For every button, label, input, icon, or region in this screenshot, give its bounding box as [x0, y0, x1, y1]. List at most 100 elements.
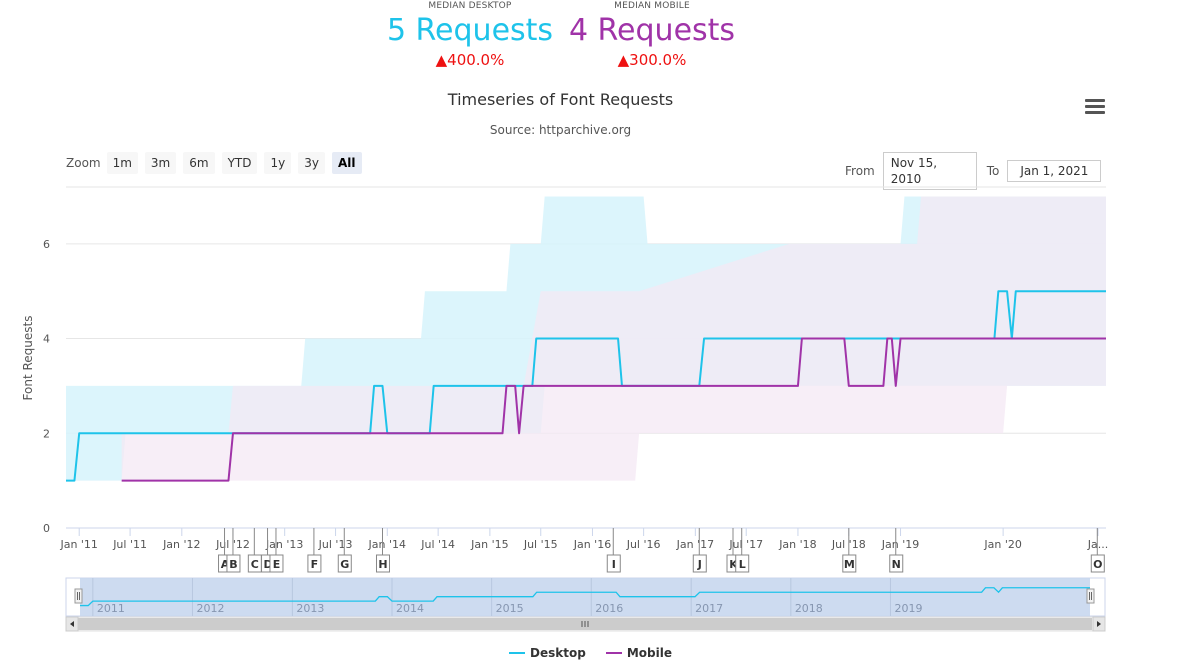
flag-box	[692, 554, 707, 573]
x-tick-label: Jul '11	[112, 538, 147, 551]
x-tick-label: Jan '19	[881, 538, 919, 551]
navigator-series-line	[80, 587, 1090, 607]
flag-label-h: H	[378, 558, 387, 571]
flag-label-o: O	[1093, 558, 1102, 571]
handle-box	[74, 588, 83, 604]
navigator-year-label: 2018	[795, 602, 823, 615]
navigator-year-label: 2015	[496, 602, 524, 615]
flag-label-b: B	[229, 558, 237, 571]
kpi-mobile: MEDIAN MOBILE 4 Requests ▲300.0%	[552, 0, 752, 70]
scrollbar[interactable]	[65, 616, 1106, 632]
kpi-mobile-label: MEDIAN MOBILE	[614, 1, 690, 11]
flag-box	[606, 554, 621, 573]
flag-label-f: F	[311, 558, 319, 571]
x-tick-label: Jan '14	[368, 538, 406, 551]
x-tick-label: Jan '16	[573, 538, 611, 551]
series-line-desktop	[66, 290, 1106, 482]
flag-label-j: J	[697, 558, 702, 571]
x-tick-label: Jan '11	[59, 538, 97, 551]
hamburger-menu-icon[interactable]	[1085, 99, 1105, 115]
y-axis-title: Font Requests	[21, 316, 35, 401]
flag-label-g: G	[340, 558, 349, 571]
navigator-year-label: 2013	[296, 602, 324, 615]
flag-label-e: E	[273, 558, 281, 571]
legend-item-desktop[interactable]: Desktop	[509, 646, 586, 660]
flag-box	[842, 554, 857, 573]
x-tick-label: Jan '15	[470, 538, 508, 551]
navigator-year-label: 2019	[894, 602, 922, 615]
flag-box	[307, 554, 322, 573]
flag-label-n: N	[892, 558, 901, 571]
x-tick-label: Jan '12	[162, 538, 200, 551]
navigator-year-label: 2014	[396, 602, 424, 615]
flag-box	[1090, 554, 1105, 573]
flag-label-i: I	[612, 558, 616, 571]
flag-box	[226, 554, 241, 573]
x-tick-label: Jan '17	[676, 538, 714, 551]
series-line-mobile	[121, 337, 1106, 482]
kpi-desktop-change: ▲400.0%	[435, 51, 505, 69]
flag-box	[375, 554, 390, 573]
navigator-year-label: 2016	[595, 602, 623, 615]
x-tick-label: Jan '13	[265, 538, 303, 551]
kpi-desktop: MEDIAN DESKTOP 5 Requests ▲400.0%	[370, 0, 570, 70]
kpi-desktop-label: MEDIAN DESKTOP	[428, 1, 512, 11]
kpi-mobile-change: ▲300.0%	[617, 51, 687, 69]
zoom-6m-button[interactable]: 6m	[183, 152, 215, 174]
x-tick-label: Jan '20	[983, 538, 1021, 551]
flag-label-a: A	[221, 558, 230, 571]
x-tick-label: Jul '13	[318, 538, 353, 551]
zoom-ytd-button[interactable]: YTD	[221, 152, 258, 174]
zoom-3m-button[interactable]: 3m	[144, 152, 177, 174]
chart-subtitle: Source: httparchive.org	[489, 123, 632, 137]
flag-label-k: K	[729, 558, 738, 571]
navigator-year-label: 2011	[97, 602, 125, 615]
legend-label-mobile: Mobile	[626, 646, 672, 660]
navigator-year-label: 2017	[695, 602, 723, 615]
legend-swatch-mobile	[605, 652, 622, 654]
navigator-year-label: 2012	[196, 602, 224, 615]
flag-box	[889, 554, 904, 573]
scroll-left-arrow-icon	[70, 621, 74, 627]
navigator-left-handle[interactable]	[74, 588, 83, 604]
x-tick-label: Jul '15	[523, 538, 558, 551]
y-tick-label: 2	[43, 427, 50, 440]
y-tick-label: 0	[43, 522, 50, 535]
kpi-desktop-value: 5 Requests	[386, 13, 554, 48]
navigator-right-handle[interactable]	[1086, 588, 1095, 604]
range-from-label: From	[845, 164, 875, 178]
flag-box	[269, 554, 284, 573]
zoom-label: Zoom	[66, 156, 101, 170]
range-from-input[interactable]: Nov 15, 2010	[882, 152, 977, 190]
legend-item-mobile[interactable]: Mobile	[605, 646, 672, 660]
flag-label-c: C	[251, 558, 259, 571]
navigator-mask	[80, 578, 1090, 616]
flag-label-l: L	[739, 558, 746, 571]
zoom-controls: Zoom 1m 3m 6m YTD 1y 3y All	[66, 152, 369, 174]
handle-box	[1086, 588, 1095, 604]
x-tick-label: Jul '16	[626, 538, 661, 551]
flag-label-m: M	[844, 558, 855, 571]
date-range: From Nov 15, 2010 To Jan 1, 2021	[845, 152, 1102, 190]
flag-box	[735, 554, 750, 573]
range-to-label: To	[986, 164, 1000, 178]
zoom-3y-button[interactable]: 3y	[298, 152, 325, 174]
zoom-1m-button[interactable]: 1m	[106, 152, 138, 174]
zoom-all-button[interactable]: All	[331, 152, 362, 174]
x-tick-label: Jan '18	[778, 538, 816, 551]
y-tick-label: 4	[43, 333, 50, 346]
zoom-1y-button[interactable]: 1y	[264, 152, 292, 174]
x-tick-label: Jul '14	[420, 538, 455, 551]
range-to-input[interactable]: Jan 1, 2021	[1007, 160, 1102, 182]
scroll-right-arrow-icon	[1097, 621, 1101, 627]
y-tick-label: 6	[43, 238, 50, 251]
flag-box	[337, 554, 352, 573]
legend-label-desktop: Desktop	[530, 646, 586, 660]
x-tick-label: Jul '17	[728, 538, 763, 551]
chart-title: Timeseries of Font Requests	[447, 90, 674, 109]
flag-label-d: D	[263, 558, 272, 571]
chart-legend: Desktop Mobile	[0, 646, 1181, 660]
kpi-mobile-value: 4 Requests	[568, 13, 736, 48]
legend-swatch-desktop	[509, 652, 526, 654]
